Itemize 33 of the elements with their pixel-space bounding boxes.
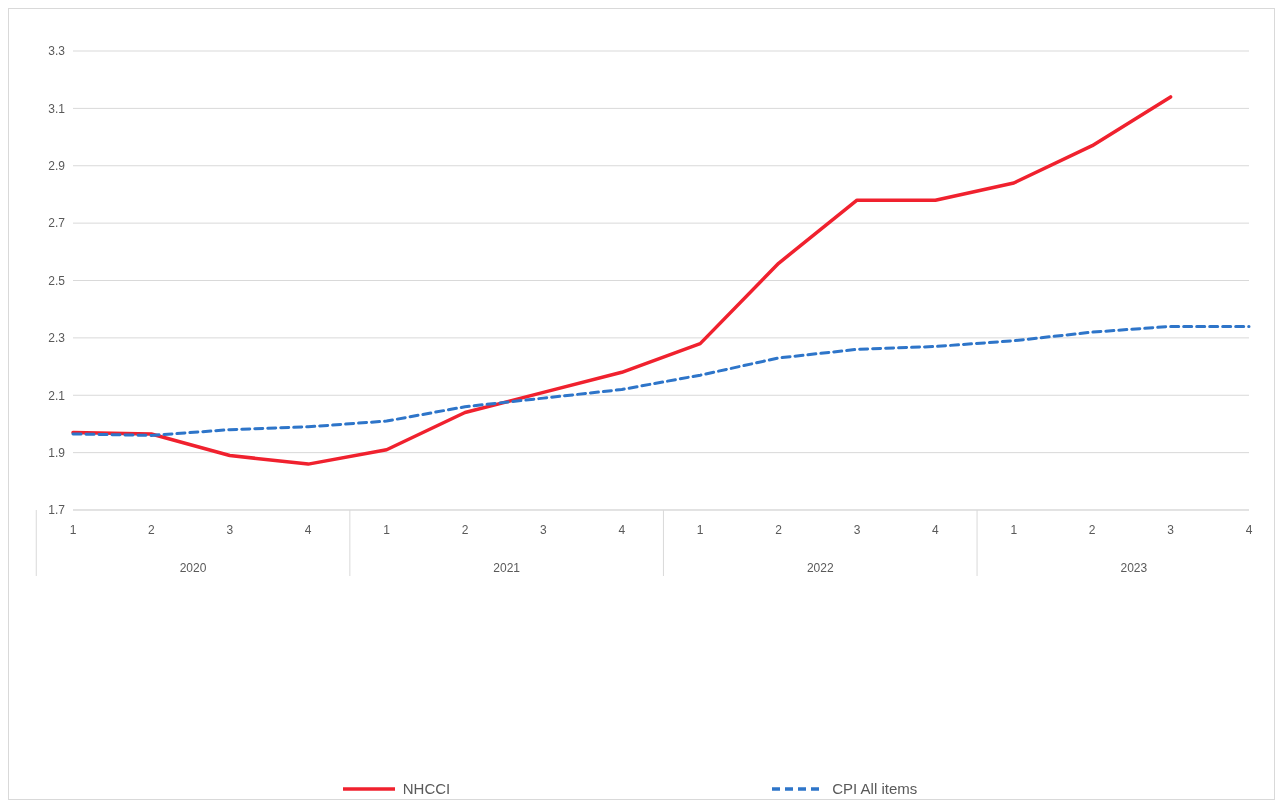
x-tick-label: 3 [853,523,861,537]
text: 2022 [806,561,834,575]
y-tick-label: 1.9 [48,445,66,460]
text: 2021 [493,561,521,575]
x-tick-label: 1 [696,523,704,537]
line-series [71,95,1173,466]
y-tick-label: 1.7 [48,503,66,518]
y-tick-label: 2.1 [48,388,66,403]
x-tick-label: 3 [540,523,548,537]
x-tick-label: 3 [1167,523,1175,537]
x-tick-label: 3 [226,523,234,537]
x-tick-label: 2 [461,523,469,537]
x-tick-label: 2 [1088,523,1096,537]
x-tick-label: 1 [383,523,391,537]
y-tick-label: 2.5 [48,273,66,288]
x-tick-label: 2 [775,523,783,537]
x-tick-label: 4 [304,523,312,537]
y-tick-label: 2.3 [48,331,66,346]
x-tick-label: 1 [1010,523,1018,537]
y-tick-label: 2.7 [48,216,66,231]
x-tick-label: 1 [69,523,77,537]
text: 2020 [179,561,207,575]
text: 2023 [1120,561,1148,575]
y-tick-label: 3.3 [48,44,66,59]
y-tick-label: 3.1 [48,101,66,116]
legend-label: CPI All items [832,780,918,797]
legend-label: NHCCI [402,780,451,797]
y-tick-label: 2.9 [48,159,66,174]
x-tick-label: 4 [1245,523,1253,537]
line-series [71,324,1251,437]
x-tick-label: 2 [148,523,156,537]
x-tick-label: 4 [618,523,626,537]
x-tick-label: 4 [932,523,940,537]
